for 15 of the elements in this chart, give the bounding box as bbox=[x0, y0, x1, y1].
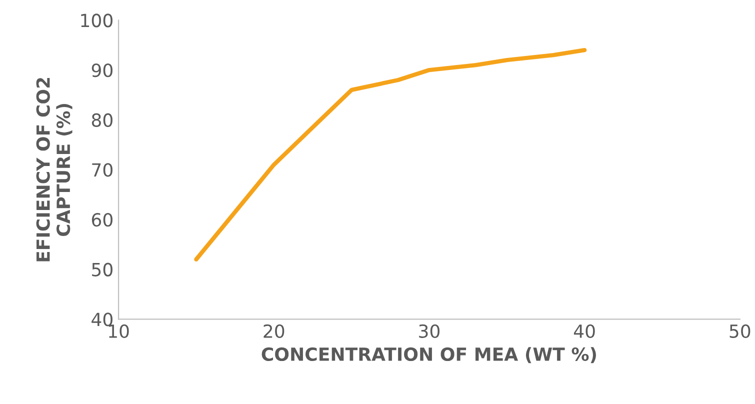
x-tick-label: 50 bbox=[730, 324, 750, 338]
y-tick-label: 100 bbox=[81, 14, 112, 28]
x-tick-label: 10 bbox=[109, 324, 129, 338]
y-tick-label: 80 bbox=[92, 113, 112, 127]
line-series bbox=[194, 48, 587, 262]
y-tick-label: 40 bbox=[92, 312, 112, 326]
x-axis-title: CONCENTRATION OF MEA (WT %) bbox=[262, 347, 596, 364]
y-tick-label: 70 bbox=[92, 163, 112, 177]
x-tick-label: 30 bbox=[419, 324, 440, 338]
y-tick-label: 90 bbox=[92, 63, 112, 78]
y-tick-label: 50 bbox=[92, 262, 112, 276]
x-tick-label: 40 bbox=[574, 324, 595, 338]
y-axis-title: EFICIENCY OF CO2 CAPTURE (%) bbox=[36, 78, 72, 262]
x-tick-label: 20 bbox=[264, 324, 284, 338]
y-tick-label: 60 bbox=[92, 212, 112, 227]
